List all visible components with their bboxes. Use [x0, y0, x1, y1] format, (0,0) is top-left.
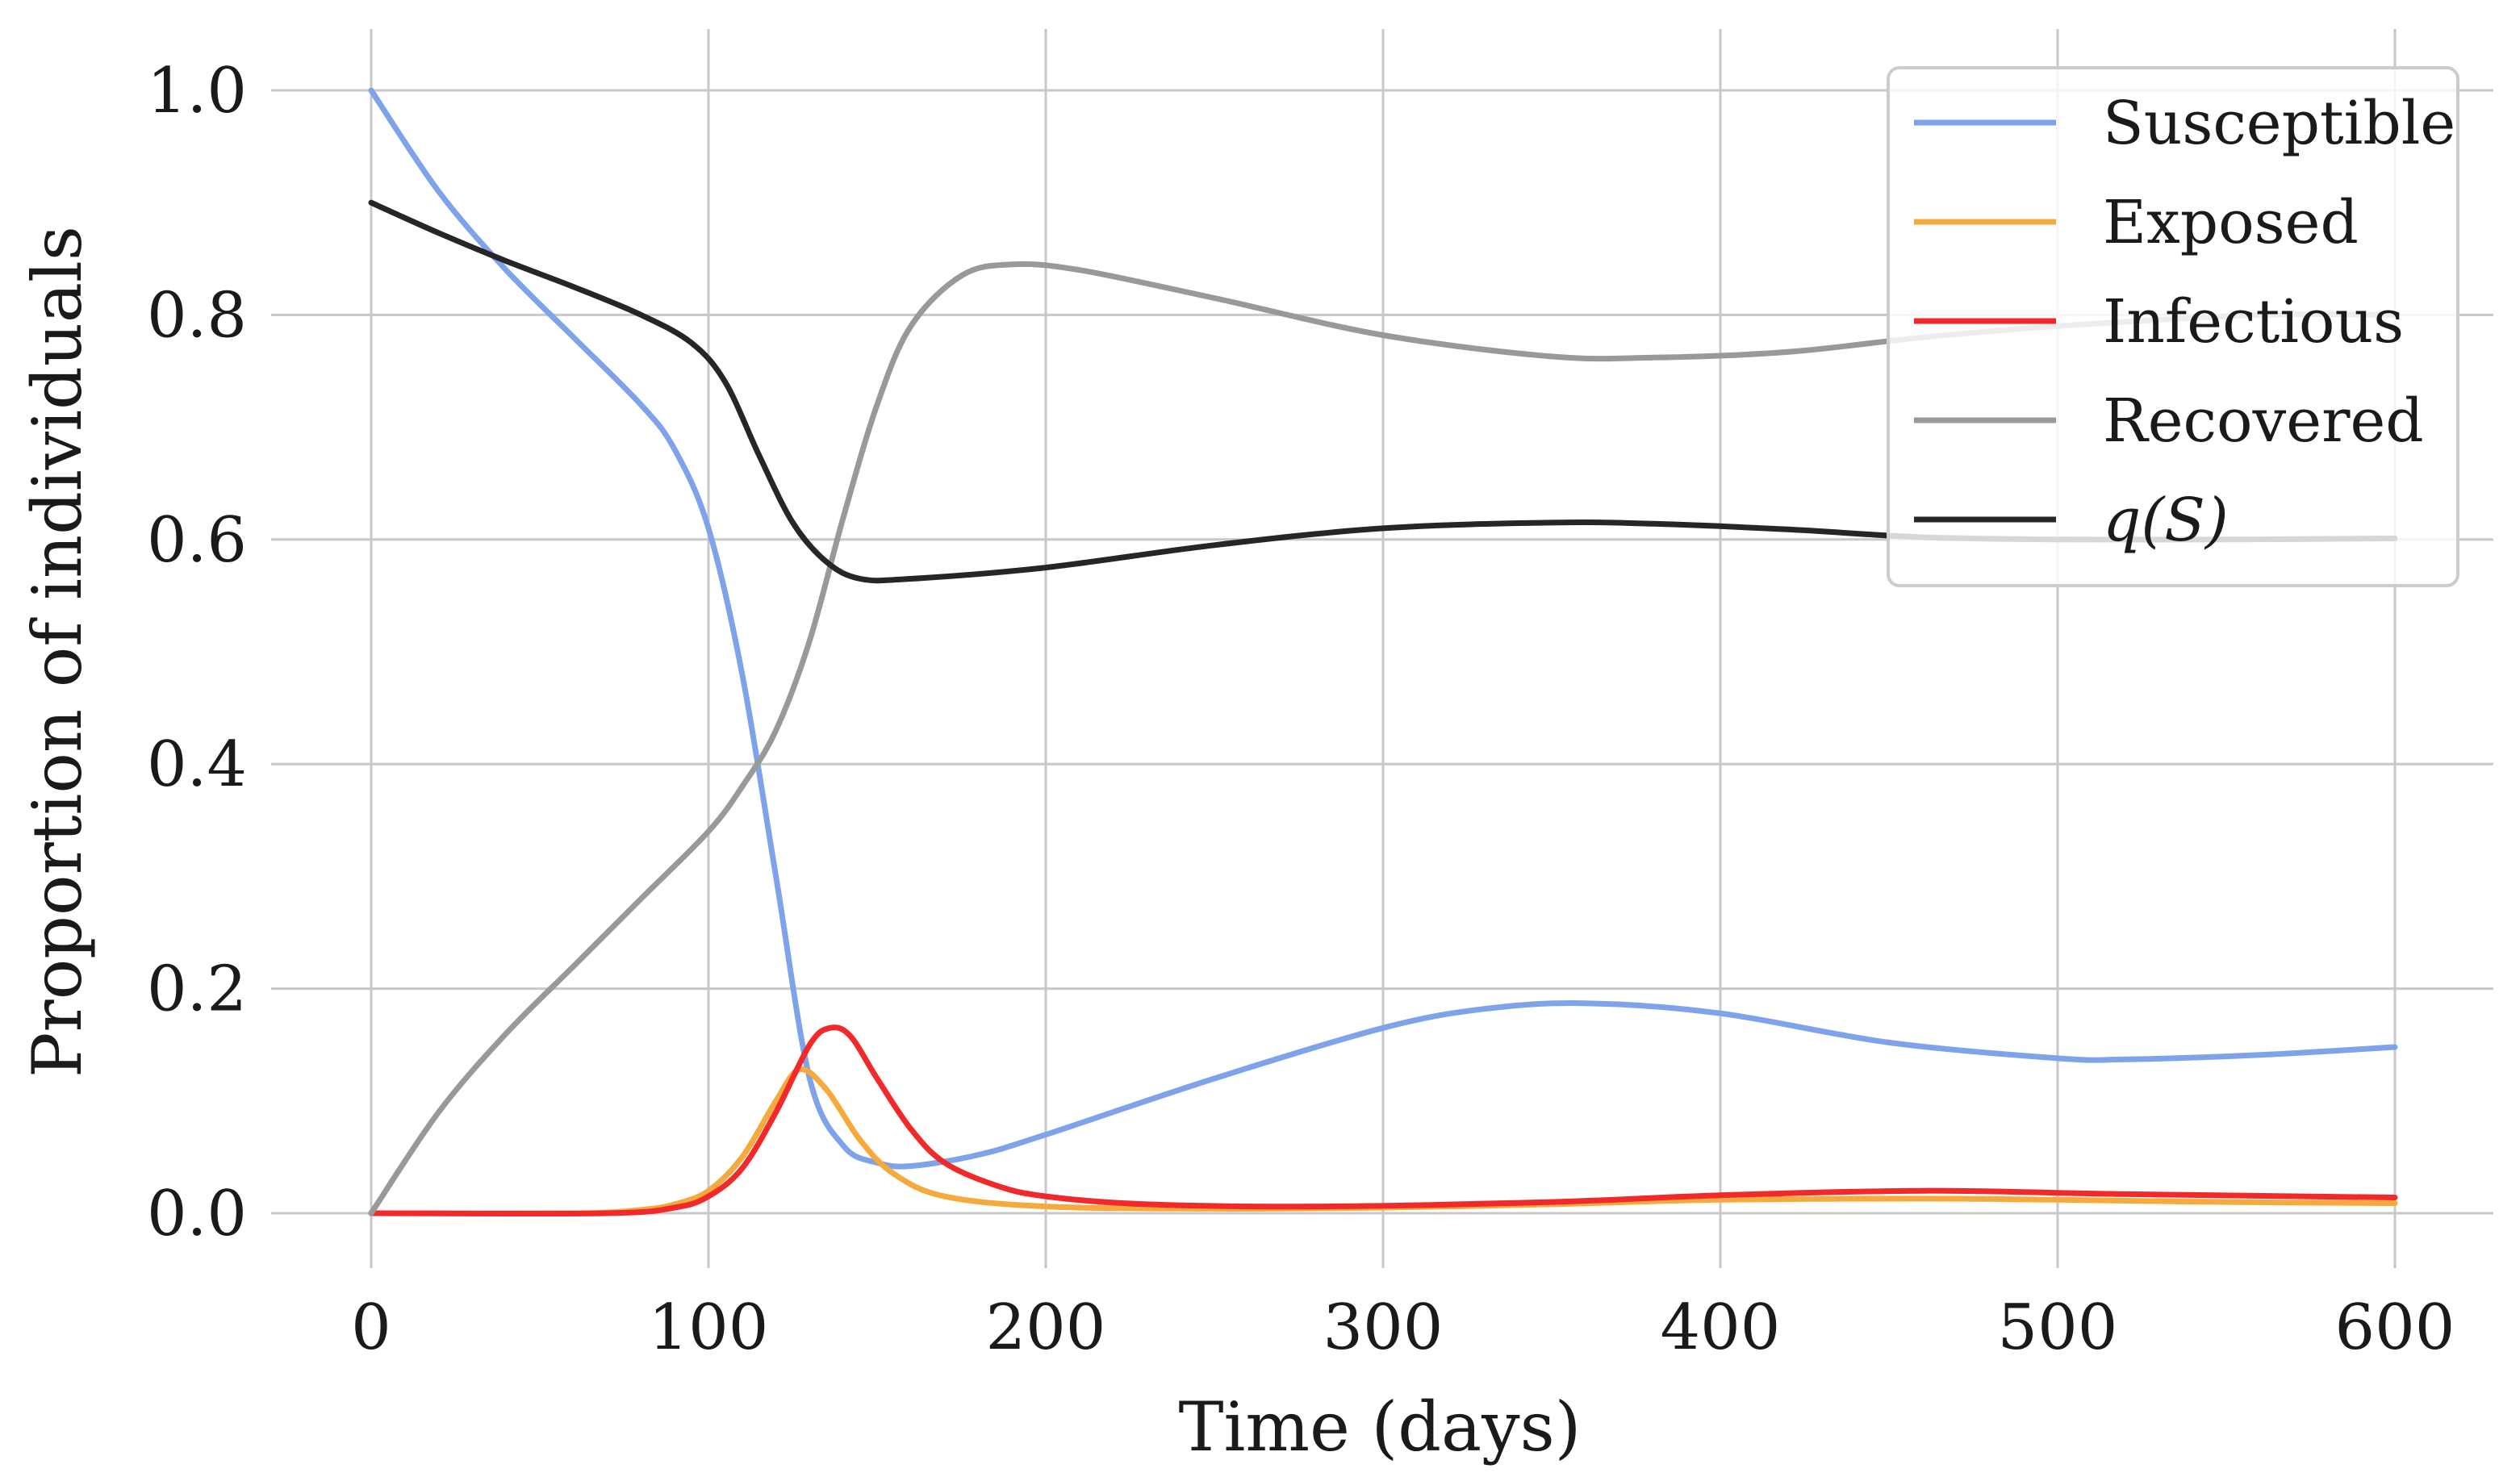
series-line-recovered	[368, 261, 2398, 1216]
x-tick-label: 0	[351, 1291, 391, 1364]
legend-label-recovered: Recovered	[2103, 386, 2424, 456]
series-line-exposed	[368, 1066, 2398, 1216]
y-tick-label: 1.0	[147, 55, 247, 127]
x-tick-label: 100	[649, 1291, 769, 1364]
series-line-susceptible	[368, 87, 2398, 1170]
series-lines	[368, 87, 2398, 1217]
x-axis-label: Time (days)	[1179, 1387, 1582, 1467]
legend-label-susceptible: Susceptible	[2103, 89, 2455, 158]
y-tick-label: 0.6	[147, 504, 247, 577]
y-tick-label: 0.0	[147, 1178, 247, 1250]
x-tick-label: 600	[2335, 1291, 2455, 1364]
legend-frame	[1887, 66, 2459, 587]
y-tick-label: 0.4	[147, 728, 247, 801]
series-line-infectious	[368, 1024, 2398, 1217]
legend-label-infectious: Infectious	[2103, 287, 2404, 357]
y-tick-label: 0.8	[147, 279, 247, 352]
x-tick-label: 400	[1661, 1291, 1781, 1364]
y-axis-label: Proportion of individuals	[18, 226, 97, 1078]
legend-label-q-s: q(S)	[2103, 486, 2229, 555]
x-tick-label: 300	[1323, 1291, 1444, 1364]
x-tick-labels: 0 100 200 300 400 500 600	[351, 1291, 2455, 1364]
y-tick-labels: 0.0 0.2 0.4 0.6 0.8 1.0	[147, 55, 247, 1250]
x-tick-label: 200	[986, 1291, 1106, 1364]
legend-label-exposed: Exposed	[2103, 188, 2359, 257]
legend: Susceptible Exposed Infectious Recovered q(S…	[1887, 66, 2459, 587]
y-tick-label: 0.2	[147, 953, 247, 1026]
x-tick-label: 500	[1998, 1291, 2118, 1364]
